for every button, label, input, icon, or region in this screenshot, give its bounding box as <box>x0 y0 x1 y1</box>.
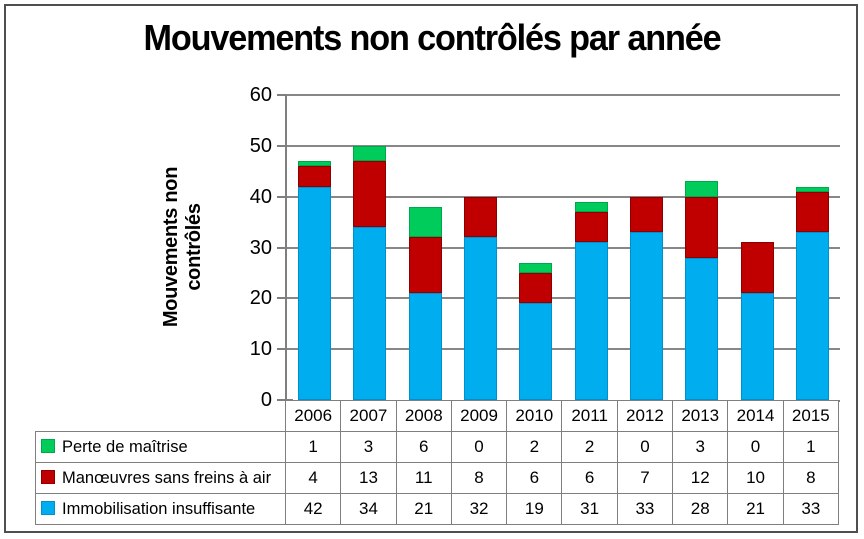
legend-swatch <box>41 500 55 515</box>
bar-segment <box>464 237 498 400</box>
data-table-grid: 2006 2007 2008 2009 2010 2011 2012 2013 2014 2015… <box>35 400 839 525</box>
legend-label: Perte de maîtrise <box>62 437 188 456</box>
year-cell: 2006 <box>284 400 342 432</box>
year-cell: 2011 <box>561 400 618 432</box>
chart-title: Mouvements non contrôlés par année <box>143 17 722 58</box>
value-cell: 4 <box>284 462 342 494</box>
value-cell: 19 <box>506 493 563 525</box>
year-cell: 2014 <box>727 400 784 432</box>
data-table: 2006 2007 2008 2009 2010 2011 2012 2013 2014 2015… <box>35 400 839 525</box>
bar-segment <box>740 293 774 400</box>
legend-label-cell: Perte de maîtrise <box>35 431 286 463</box>
series-row: Immobilisation insuffisante 42 34 21 32 19 31 3… <box>35 493 839 525</box>
value-cell: 11 <box>395 462 452 494</box>
gridline <box>287 195 840 198</box>
legend-label: Manœuvres sans freins à air <box>62 468 272 487</box>
bar-segment <box>408 293 442 400</box>
value-cell: 10 <box>727 462 784 494</box>
bar-segment <box>408 206 442 238</box>
value-cell: 0 <box>450 431 508 463</box>
year-cell: 2007 <box>340 400 397 432</box>
year-cell: 2013 <box>672 400 729 432</box>
bar-segment <box>298 161 332 167</box>
bar-segment <box>353 227 387 400</box>
y-tick-label: 30 <box>249 236 272 259</box>
year-cell: 2015 <box>782 400 839 432</box>
bar-segment <box>353 161 387 228</box>
value-cell: 6 <box>561 462 618 494</box>
gridline <box>287 297 840 300</box>
value-cell: 13 <box>340 462 397 494</box>
bar-segment <box>408 237 442 294</box>
value-cell: 8 <box>782 462 839 494</box>
y-tick-label: 0 <box>260 389 272 411</box>
gridline <box>287 94 840 96</box>
y-tick-label: 50 <box>249 134 272 157</box>
value-cell: 33 <box>616 493 674 525</box>
bar-segment <box>795 191 829 233</box>
value-cell: 34 <box>340 493 397 525</box>
series-row: Manœuvres sans freins à air 4 13 11 8 6 6 7 12 10… <box>35 462 839 494</box>
legend-label-cell: Manœuvres sans freins à air <box>35 462 286 494</box>
bar-segment <box>740 242 774 294</box>
value-cell: 6 <box>395 431 452 463</box>
table-corner-cell <box>36 401 286 432</box>
plot-area <box>285 94 840 402</box>
year-cell: 2010 <box>506 400 563 432</box>
y-tick-label: 10 <box>249 338 272 361</box>
bar-segment <box>685 196 719 258</box>
y-tick-label: 40 <box>249 185 272 208</box>
value-cell: 1 <box>782 431 839 463</box>
value-cell: 21 <box>727 493 784 525</box>
gridline <box>287 246 840 249</box>
bar-segment <box>353 145 387 162</box>
bar-segment <box>685 181 719 197</box>
value-cell: 1 <box>284 431 342 463</box>
bar-segment <box>519 272 553 304</box>
series-row: Perte de maîtrise 1 3 6 0 2 2 0 3 0 1 <box>35 431 839 463</box>
value-cell: 7 <box>616 462 674 494</box>
bar-segment <box>519 262 553 273</box>
y-tick-label: 20 <box>249 287 272 310</box>
value-cell: 8 <box>450 462 508 494</box>
table-year-row: 2006 2007 2008 2009 2010 2011 2012 2013 2014 2015 <box>36 400 839 432</box>
bar-segment <box>629 196 663 233</box>
gridline <box>287 144 840 147</box>
bar-segment <box>519 303 553 400</box>
legend-swatch <box>41 438 55 453</box>
bar-segment <box>574 211 608 243</box>
value-cell: 31 <box>561 493 618 525</box>
value-cell: 0 <box>727 431 784 463</box>
value-cell: 28 <box>672 493 729 525</box>
bar-segment <box>298 166 332 187</box>
bar-segment <box>629 232 663 400</box>
value-cell: 12 <box>672 462 729 494</box>
value-cell: 33 <box>782 493 839 525</box>
legend-label-cell: Immobilisation insuffisante <box>35 493 286 525</box>
gridline <box>287 348 840 351</box>
value-cell: 32 <box>450 493 508 525</box>
year-cell: 2008 <box>395 400 452 432</box>
bar-segment <box>685 257 719 400</box>
bar-segment <box>574 242 608 400</box>
value-cell: 3 <box>672 431 729 463</box>
y-tick-label: 60 <box>249 84 272 106</box>
value-cell: 3 <box>340 431 397 463</box>
legend-swatch <box>41 469 55 484</box>
value-cell: 2 <box>561 431 618 463</box>
bar-segment <box>464 196 498 238</box>
value-cell: 42 <box>284 493 342 525</box>
bar-segment <box>795 186 829 192</box>
legend-label: Immobilisation insuffisante <box>62 499 256 518</box>
year-cell: 2012 <box>616 400 674 432</box>
year-cell: 2009 <box>450 400 508 432</box>
value-cell: 2 <box>506 431 563 463</box>
bar-segment <box>574 201 608 212</box>
value-cell: 0 <box>616 431 674 463</box>
bar-segment <box>795 232 829 400</box>
value-cell: 21 <box>395 493 452 525</box>
value-cell: 6 <box>506 462 563 494</box>
bar-segment <box>298 186 332 400</box>
